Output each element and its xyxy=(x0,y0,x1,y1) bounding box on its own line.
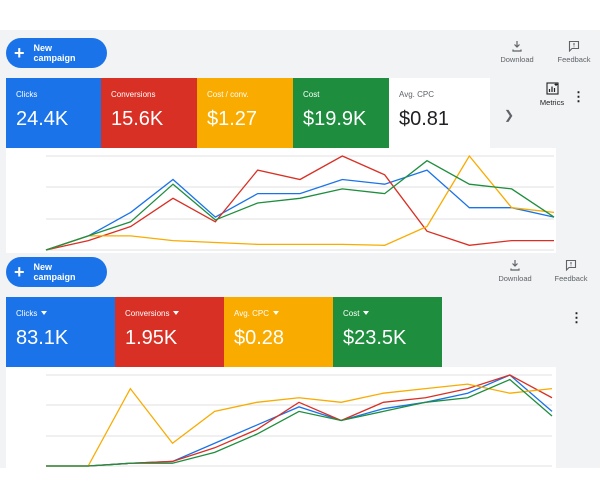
metric-value: 15.6K xyxy=(111,108,164,130)
bottom-performance-chart xyxy=(6,367,556,468)
metric-card-conversions[interactable]: Conversions 15.6K xyxy=(101,78,197,148)
download-button[interactable]: Download xyxy=(493,259,537,283)
metric-label: Cost xyxy=(343,307,432,319)
plus-icon: + xyxy=(14,43,25,63)
more-options-icon[interactable]: ⋮ xyxy=(572,89,585,104)
dropdown-caret-icon xyxy=(363,311,370,315)
metric-value: 1.95K xyxy=(125,327,178,349)
plus-icon: + xyxy=(14,262,25,282)
metric-value: $0.81 xyxy=(399,108,450,130)
metric-label: Cost xyxy=(303,89,320,99)
more-options-icon[interactable]: ⋮ xyxy=(570,310,583,325)
feedback-icon xyxy=(565,259,577,271)
metrics-chart-icon xyxy=(545,82,559,95)
metric-card-cost[interactable]: Cost $19.9K xyxy=(293,78,389,148)
dropdown-caret-icon xyxy=(173,311,180,315)
download-label: Download xyxy=(498,274,532,283)
metric-value: 83.1K xyxy=(16,327,69,349)
new-campaign-label: New campaign xyxy=(33,262,76,282)
metrics-button[interactable]: Metrics xyxy=(530,82,574,107)
new-campaign-label: New campaign xyxy=(33,43,76,63)
download-icon xyxy=(512,41,522,52)
metric-label: Avg. CPC xyxy=(234,307,323,319)
metric-card-cost[interactable]: Cost $23.5K xyxy=(333,297,442,367)
download-button[interactable]: Download xyxy=(495,40,539,64)
top-dashboard-panel: + New campaign Download Feedback Clicks … xyxy=(0,30,600,253)
scroll-right-chevron-icon[interactable]: ❯ xyxy=(504,108,515,122)
metric-value: $23.5K xyxy=(343,327,407,349)
metric-value: $1.27 xyxy=(207,108,258,130)
new-campaign-button[interactable]: + New campaign xyxy=(6,38,107,68)
top-line-chart-svg xyxy=(45,154,555,251)
metric-label: Conversions xyxy=(125,307,214,319)
feedback-icon xyxy=(568,40,580,52)
series-line-2 xyxy=(46,383,553,467)
feedback-button[interactable]: Feedback xyxy=(552,40,596,64)
metric-cards: Clicks 24.4K Conversions 15.6K Cost / co… xyxy=(6,78,490,148)
bottom-line-chart-svg xyxy=(46,374,553,467)
metric-card-conversions[interactable]: Conversions 1.95K xyxy=(115,297,224,367)
series-line-0 xyxy=(45,169,555,251)
metric-card-avg-cpc[interactable]: Avg. CPC $0.28 xyxy=(224,297,333,367)
dropdown-caret-icon xyxy=(272,311,279,315)
download-label: Download xyxy=(500,55,534,64)
download-icon xyxy=(510,260,520,271)
metric-cards: Clicks 83.1K Conversions 1.95K Avg. CPC … xyxy=(6,297,442,367)
series-line-1 xyxy=(45,155,554,251)
series-line-3 xyxy=(45,159,555,251)
metric-label: Clicks xyxy=(16,307,105,319)
series-line-1 xyxy=(46,374,553,467)
metric-card-clicks[interactable]: Clicks 24.4K xyxy=(6,78,101,148)
metric-value: 24.4K xyxy=(16,108,69,130)
series-line-0 xyxy=(46,374,553,467)
feedback-label: Feedback xyxy=(557,55,591,64)
metric-label: Conversions xyxy=(111,89,156,99)
bottom-dashboard-panel: + New campaign Download Feedback Clicks … xyxy=(0,253,600,468)
new-campaign-button[interactable]: + New campaign xyxy=(6,257,107,287)
feedback-button[interactable]: Feedback xyxy=(549,259,593,283)
metric-label: Avg. CPC xyxy=(399,89,434,99)
metrics-label: Metrics xyxy=(539,98,565,107)
metric-card-cost-per-conversion[interactable]: Cost / conv. $1.27 xyxy=(197,78,293,148)
metric-value: $19.9K xyxy=(303,108,367,130)
series-line-3 xyxy=(46,378,553,467)
metric-card-avg-cpc[interactable]: Avg. CPC $0.81 xyxy=(389,78,490,148)
top-performance-chart xyxy=(6,148,556,253)
series-line-2 xyxy=(45,154,555,251)
metric-card-clicks[interactable]: Clicks 83.1K xyxy=(6,297,115,367)
metric-label: Clicks xyxy=(16,89,38,99)
metric-value: $0.28 xyxy=(234,327,285,349)
metric-label: Cost / conv. xyxy=(207,89,249,99)
dropdown-caret-icon xyxy=(41,311,48,315)
feedback-label: Feedback xyxy=(554,274,588,283)
